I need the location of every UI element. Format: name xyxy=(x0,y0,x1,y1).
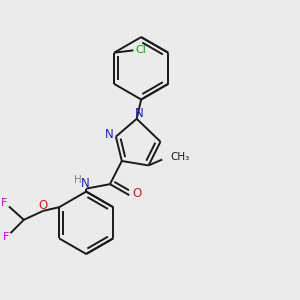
Text: H: H xyxy=(74,175,82,185)
Text: F: F xyxy=(1,198,8,208)
Text: CH₃: CH₃ xyxy=(170,152,189,162)
Text: N: N xyxy=(81,177,90,190)
Text: N: N xyxy=(105,128,114,141)
Text: F: F xyxy=(3,232,9,242)
Text: O: O xyxy=(132,187,141,200)
Text: Cl: Cl xyxy=(135,45,146,55)
Text: N: N xyxy=(135,107,144,120)
Text: O: O xyxy=(38,199,48,212)
